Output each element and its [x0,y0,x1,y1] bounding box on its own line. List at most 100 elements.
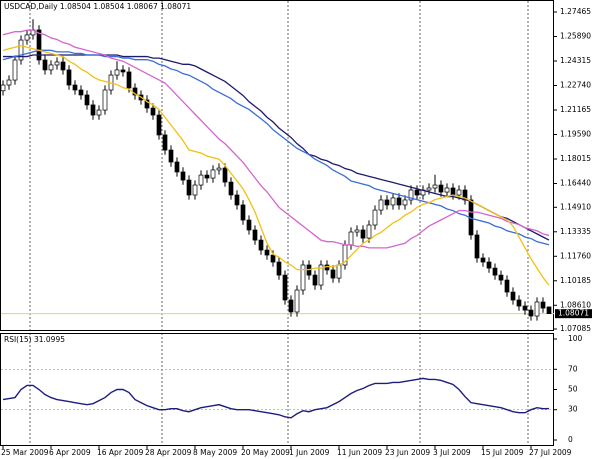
candle-body [234,194,240,206]
candle-body [6,79,12,86]
candle-body [162,134,168,151]
candle-body [264,249,270,256]
candle-body [156,114,162,136]
candle-body [414,189,420,196]
y-tick-label: 1.25890 [560,31,591,40]
candle-body [150,107,156,116]
candle-body [354,229,360,233]
last-low: 1.08067 [127,2,158,11]
candle-body [132,87,138,96]
candle-body [540,301,546,309]
candle-body [486,261,492,269]
rsi-title: RSI(15) [4,335,32,344]
candle-body [36,29,42,61]
candle-body [12,59,18,81]
candle-body [450,187,456,196]
candle-body [228,181,234,196]
candle-body [504,279,510,293]
x-tick-label: 3 Jul 2009 [433,448,471,457]
candle-body [114,69,120,76]
candle-body [456,189,462,196]
candle-body [366,224,372,239]
candle-body [408,189,414,201]
candle-body [90,104,96,116]
candle-body [288,299,294,313]
candle-body [198,174,204,186]
candle-body [360,229,366,239]
symbol-title: USDCAD,Daily [4,2,58,11]
candle-body [120,69,126,73]
y-tick-label: 1.08610 [560,300,591,309]
candle-body [270,254,276,263]
candle-body [534,301,540,317]
x-tick-label: 27 Jul 2009 [529,448,572,457]
rsi-last-value: 31.0995 [34,335,65,344]
candle-body [390,197,396,206]
candle-body [0,84,6,92]
last-high: 1.08504 [93,2,124,11]
candle-body [204,174,210,179]
x-tick-label: 11 Jun 2009 [337,448,382,457]
candle-body [282,274,288,301]
candle-body [102,89,108,111]
rsi-line [2,377,550,419]
candle-body [432,184,438,189]
x-tick-label: 6 Apr 2009 [49,448,91,457]
candle-body [480,257,486,263]
candle-body [246,219,252,231]
candle-body [84,94,90,106]
y-tick-label: 1.14910 [560,202,591,211]
candle-body [48,64,54,71]
x-tick-label: 16 Apr 2009 [97,448,144,457]
candle-body [516,299,522,307]
candle-body [186,179,192,196]
candle-body [18,39,24,61]
candle-body [444,187,450,193]
y-tick-label: 70 [568,364,578,373]
x-tick-label: 15 Jul 2009 [481,448,524,457]
y-tick-label: 1.19590 [560,129,591,138]
x-tick-label: 28 Apr 2009 [145,448,192,457]
candle-body [276,261,282,276]
x-tick-label: 20 May 2009 [241,448,290,457]
candle-body [24,34,30,41]
y-tick-label: 30 [568,405,578,414]
x-tick-label: 23 Jun 2009 [385,448,430,457]
price-tag [555,309,592,319]
candle-body [528,309,534,317]
candle-body [438,184,444,193]
candle-body [126,71,132,89]
y-tick-label: 0 [568,435,573,444]
candle-body [252,229,258,241]
candle-body [60,61,66,71]
candle-body [240,204,246,221]
moving-average [2,44,550,286]
candle-body [72,84,78,91]
candle-body [372,209,378,226]
moving-average [2,29,550,249]
y-tick-label: 1.27465 [560,7,591,16]
candle-body [78,89,84,96]
candle-body [348,231,354,246]
candle-body [492,267,498,276]
price-tag-label: 1.08071 [558,309,589,318]
x-tick-label: 25 Mar 2009 [1,448,49,457]
candle-body [168,149,174,163]
candle-body [546,306,552,315]
y-tick-label: 1.21165 [560,105,591,114]
y-tick-label: 50 [568,385,578,394]
y-tick-label: 1.24315 [560,56,591,65]
x-tick-label: 1 Jun 2009 [289,448,330,457]
y-tick-label: 1.07085 [560,324,591,333]
candle-body [258,239,264,251]
candle-body [180,171,186,181]
y-tick-label: 1.13335 [560,227,591,236]
candle-body [474,234,480,259]
candle-body [96,109,102,116]
y-tick-label: 100 [568,334,583,343]
candle-body [144,99,150,109]
candle-body [522,305,528,311]
candle-body [498,274,504,281]
y-tick-label: 1.18015 [560,154,591,163]
